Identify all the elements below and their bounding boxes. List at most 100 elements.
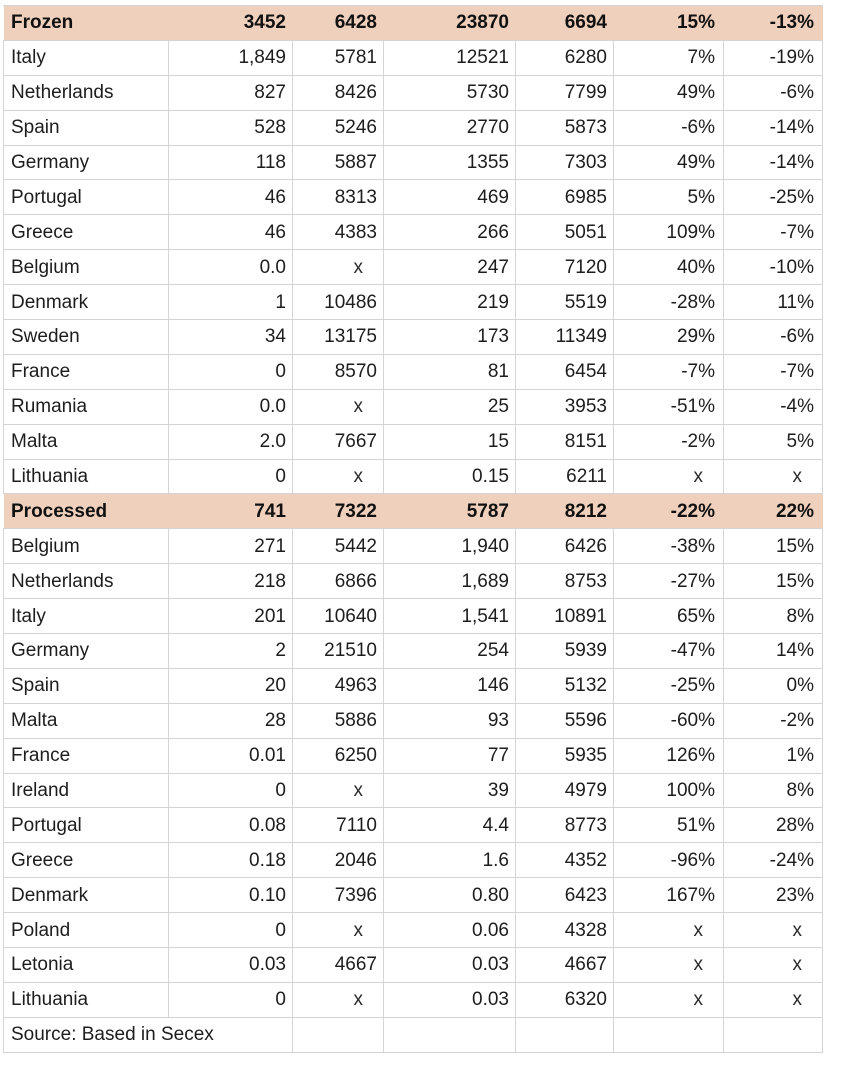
value-cell: x [613, 947, 724, 983]
value-cell: 7% [613, 39, 724, 76]
value-cell: 118 [168, 144, 293, 181]
value-cell: 7799 [515, 74, 614, 111]
section-summary-cell: 15% [613, 5, 724, 41]
value-cell: -19% [723, 39, 823, 76]
value-cell: 8773 [515, 807, 614, 844]
country-row: Malta 2.0 7667 15 8151 -2% 5% [3, 423, 823, 460]
section-summary-cell: 3452 [168, 5, 293, 41]
country-name-cell: Malta [3, 702, 169, 739]
value-cell: 5781 [292, 39, 384, 76]
country-row: Denmark 0.10 7396 0.80 6423 167% 23% [3, 877, 823, 914]
value-cell: 173 [383, 319, 516, 355]
value-cell: 254 [383, 633, 516, 669]
country-row: Sweden 34 13175 173 11349 29% -6% [3, 319, 823, 355]
value-cell: 93 [383, 702, 516, 739]
value-cell: 7110 [292, 807, 384, 844]
country-name-cell: Denmark [3, 284, 169, 321]
value-cell: 6320 [515, 981, 614, 1018]
value-cell: 14% [723, 633, 823, 669]
value-cell: 5132 [515, 667, 614, 704]
value-cell: -27% [613, 563, 724, 600]
value-cell: 51% [613, 807, 724, 844]
country-row: Rumania 0.0 x 25 3953 -51% -4% [3, 388, 823, 425]
value-cell: 109% [613, 214, 724, 251]
value-cell: 34 [168, 319, 293, 355]
value-cell: 0.10 [168, 877, 293, 914]
value-cell: 146 [383, 667, 516, 704]
country-row: Italy 1,849 5781 12521 6280 7% -19% [3, 39, 823, 76]
value-cell: 1,940 [383, 528, 516, 565]
country-row: Italy 201 10640 1,541 10891 65% 8% [3, 598, 823, 635]
value-cell: -2% [613, 423, 724, 460]
value-cell: x [723, 981, 823, 1018]
value-cell: 4963 [292, 667, 384, 704]
section-summary-cell: 6694 [515, 5, 614, 41]
country-name-cell: Belgium [3, 249, 169, 286]
country-row: Malta 28 5886 93 5596 -60% -2% [3, 702, 823, 739]
country-name-cell: Ireland [3, 772, 169, 809]
value-cell: 8570 [292, 353, 384, 390]
value-cell: -7% [723, 214, 823, 251]
value-cell: 21510 [292, 633, 384, 669]
value-cell: 15 [383, 423, 516, 460]
value-cell: -14% [723, 144, 823, 181]
country-name-cell: Malta [3, 423, 169, 460]
value-cell: 6866 [292, 563, 384, 600]
value-cell: x [613, 912, 724, 949]
section-header-row: Processed 741 7322 5787 8212 -22% 22% [3, 493, 823, 530]
country-row: Netherlands 827 8426 5730 7799 49% -6% [3, 74, 823, 111]
value-cell: -10% [723, 249, 823, 286]
section-summary-cell: 741 [168, 493, 293, 530]
country-name-cell: Lithuania [3, 981, 169, 1018]
value-cell: 0.0 [168, 388, 293, 425]
country-name-cell: Denmark [3, 877, 169, 914]
value-cell: 126% [613, 737, 724, 774]
empty-cell [723, 1016, 823, 1053]
country-name-cell: Greece [3, 842, 169, 879]
value-cell: 5939 [515, 633, 614, 669]
value-cell: 10640 [292, 598, 384, 635]
country-row: Greece 0.18 2046 1.6 4352 -96% -24% [3, 842, 823, 879]
value-cell: 7396 [292, 877, 384, 914]
value-cell: 0.15 [383, 458, 516, 495]
value-cell: 46 [168, 214, 293, 251]
value-cell: 0 [168, 353, 293, 390]
value-cell: 15% [723, 528, 823, 565]
value-cell: 0 [168, 912, 293, 949]
value-cell: 4383 [292, 214, 384, 251]
value-cell: 65% [613, 598, 724, 635]
section-summary-cell: 23870 [383, 5, 516, 41]
value-cell: 8151 [515, 423, 614, 460]
value-cell: -96% [613, 842, 724, 879]
value-cell: 5246 [292, 109, 384, 146]
country-name-cell: Spain [3, 667, 169, 704]
value-cell: 28 [168, 702, 293, 739]
table-body: Frozen 3452 6428 23870 6694 15% -13% Italy 1,849… [3, 5, 823, 1053]
value-cell: 1.6 [383, 842, 516, 879]
value-cell: x [292, 981, 384, 1018]
country-row: Denmark 1 10486 219 5519 -28% 11% [3, 284, 823, 321]
value-cell: 4328 [515, 912, 614, 949]
section-summary-cell: -22% [613, 493, 724, 530]
value-cell: -38% [613, 528, 724, 565]
value-cell: 46 [168, 179, 293, 216]
country-row: Germany 2 21510 254 5939 -47% 14% [3, 633, 823, 669]
value-cell: x [292, 458, 384, 495]
value-cell: 1% [723, 737, 823, 774]
value-cell: 167% [613, 877, 724, 914]
empty-cell [292, 1016, 384, 1053]
value-cell: 0% [723, 667, 823, 704]
value-cell: 0.0 [168, 249, 293, 286]
value-cell: 77 [383, 737, 516, 774]
value-cell: 20 [168, 667, 293, 704]
value-cell: 15% [723, 563, 823, 600]
value-cell: 0.03 [383, 947, 516, 983]
value-cell: 5442 [292, 528, 384, 565]
source-row: Source: Based in Secex [3, 1016, 823, 1053]
country-row: Poland 0 x 0.06 4328 x x [3, 912, 823, 949]
value-cell: 7667 [292, 423, 384, 460]
value-cell: 8% [723, 772, 823, 809]
value-cell: 6280 [515, 39, 614, 76]
value-cell: 2 [168, 633, 293, 669]
value-cell: 5886 [292, 702, 384, 739]
